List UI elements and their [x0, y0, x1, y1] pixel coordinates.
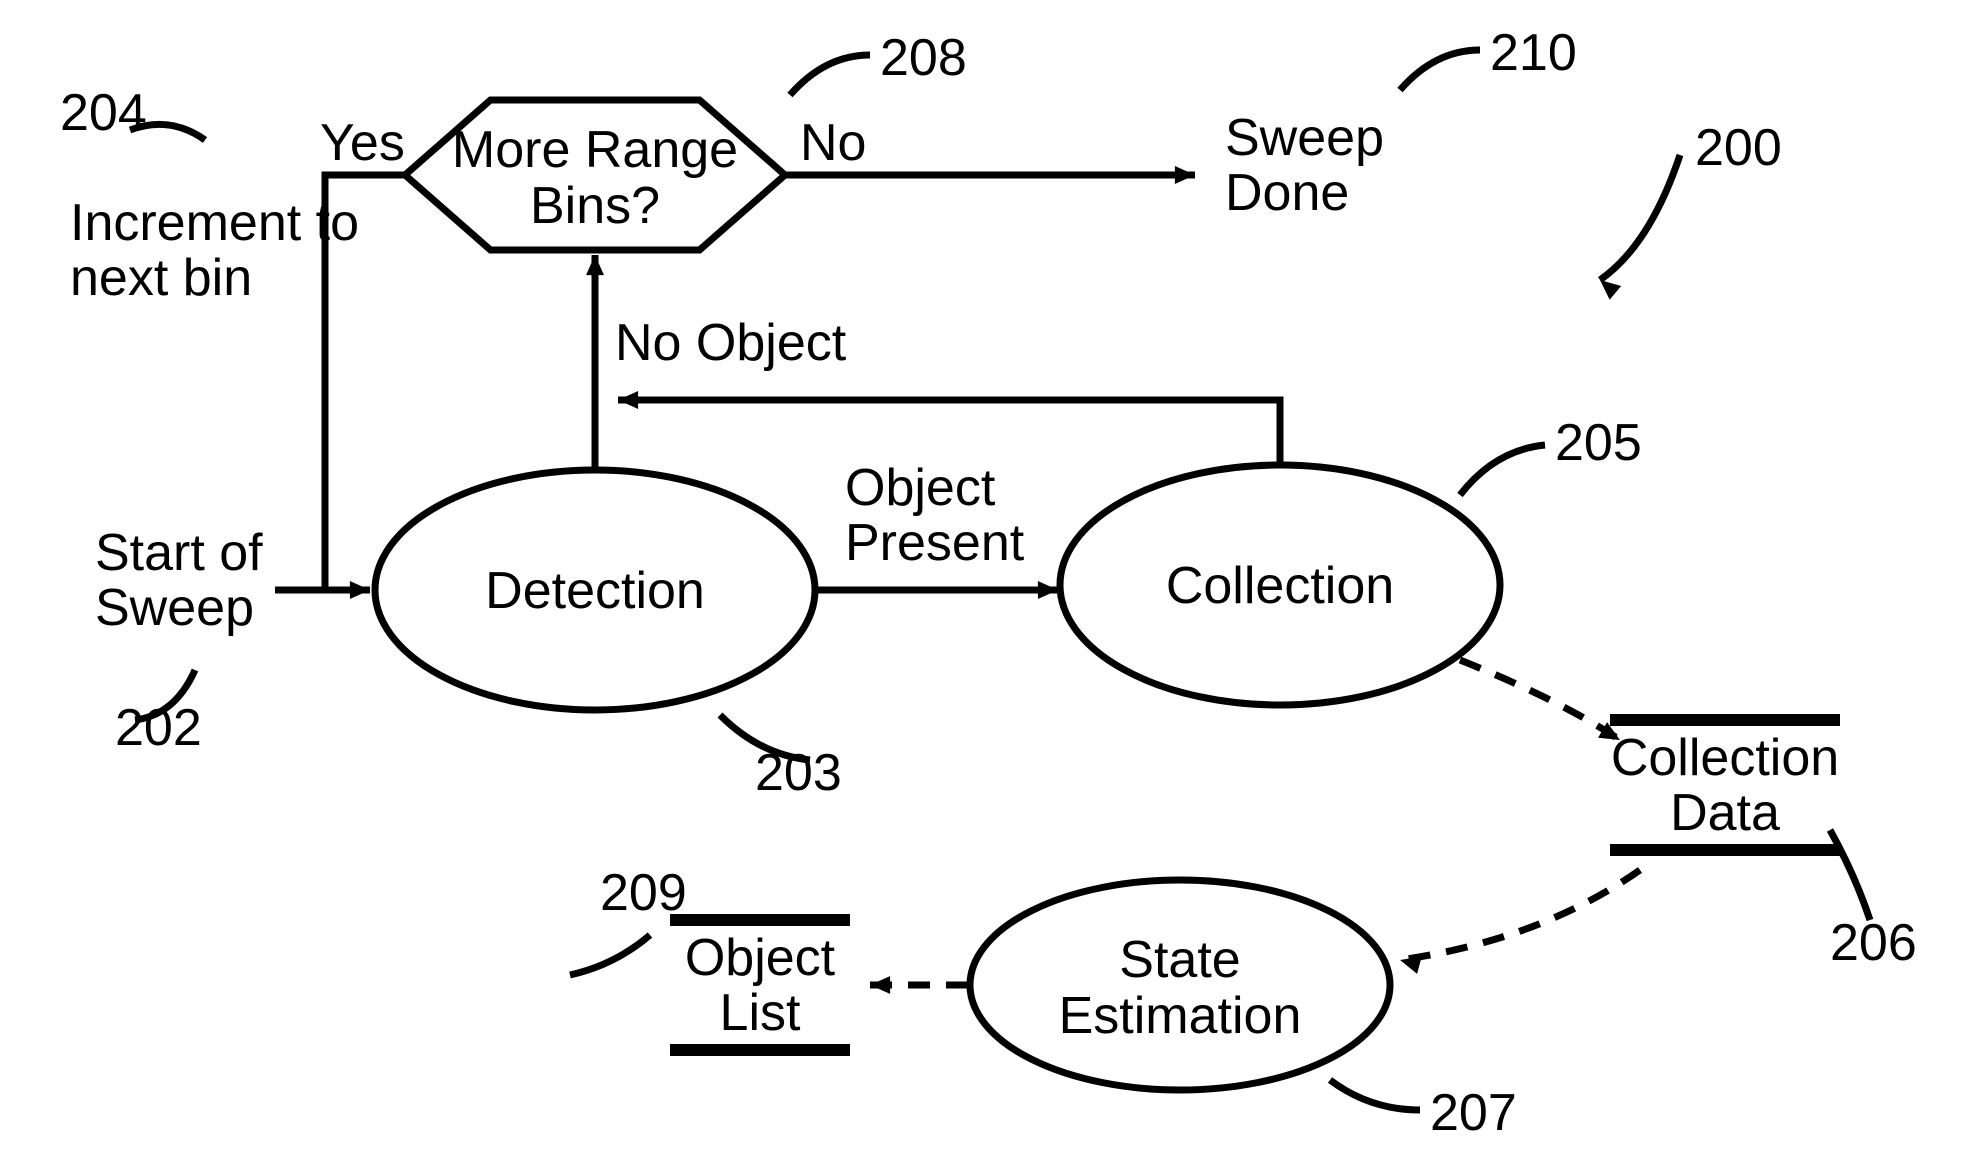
sweep-done-l2: Done [1225, 164, 1349, 222]
increment-l2: next bin [70, 249, 252, 307]
sweep-done-l1: Sweep [1225, 109, 1384, 167]
ref-208: 208 [880, 29, 967, 87]
ref-hook [790, 55, 870, 95]
edge-label-no: No [800, 114, 866, 172]
ref-hook [1330, 1080, 1420, 1110]
start-sweep-l2: Sweep [95, 579, 254, 637]
arrow-head [870, 976, 890, 994]
collection-data-store-line1: Collection [1611, 729, 1839, 787]
ref-205: 205 [1555, 414, 1642, 472]
node-detection-label: Detection [485, 562, 705, 620]
ref-200: 200 [1695, 119, 1782, 177]
ref-hook [570, 935, 650, 975]
decision-line1: More Range [452, 121, 738, 179]
edge-dashed [1400, 870, 1640, 960]
edge-label-object-present-l1: Object [845, 459, 996, 517]
node-state-estimation-line2: Estimation [1059, 987, 1302, 1045]
increment-l1: Increment to [70, 194, 359, 252]
arrow-head [586, 255, 604, 275]
ref-206: 206 [1830, 914, 1917, 972]
ref-207: 207 [1430, 1084, 1517, 1142]
node-state-estimation-line1: State [1119, 931, 1240, 989]
ref-hook [1830, 830, 1870, 920]
ref-209: 209 [600, 864, 687, 922]
edge-label-no-object: No Object [615, 314, 847, 372]
edge-label-object-present-l2: Present [845, 514, 1025, 572]
start-sweep-l1: Start of [95, 524, 263, 582]
ref-hook [1400, 50, 1480, 90]
edge [618, 400, 1280, 465]
arrow-head [1400, 957, 1422, 974]
object-list-store-line2: List [720, 984, 801, 1042]
arrow-head [350, 581, 370, 599]
arrow-head [618, 391, 638, 409]
arrow-head [1175, 166, 1195, 184]
node-collection-label: Collection [1166, 557, 1394, 615]
decision-line2: Bins? [530, 177, 660, 235]
ref-hook [1600, 155, 1680, 280]
edge-label-yes: Yes [320, 114, 405, 172]
ref-hook [1460, 445, 1545, 495]
object-list-store-line1: Object [685, 929, 836, 987]
arrow-head [1038, 581, 1058, 599]
collection-data-store-line2: Data [1670, 784, 1780, 842]
ref-204: 204 [60, 84, 147, 142]
edge-dashed [1460, 660, 1620, 740]
ref-210: 210 [1490, 24, 1577, 82]
ref-203: 203 [755, 744, 842, 802]
arrow-head [1600, 280, 1621, 300]
ref-202: 202 [115, 699, 202, 757]
